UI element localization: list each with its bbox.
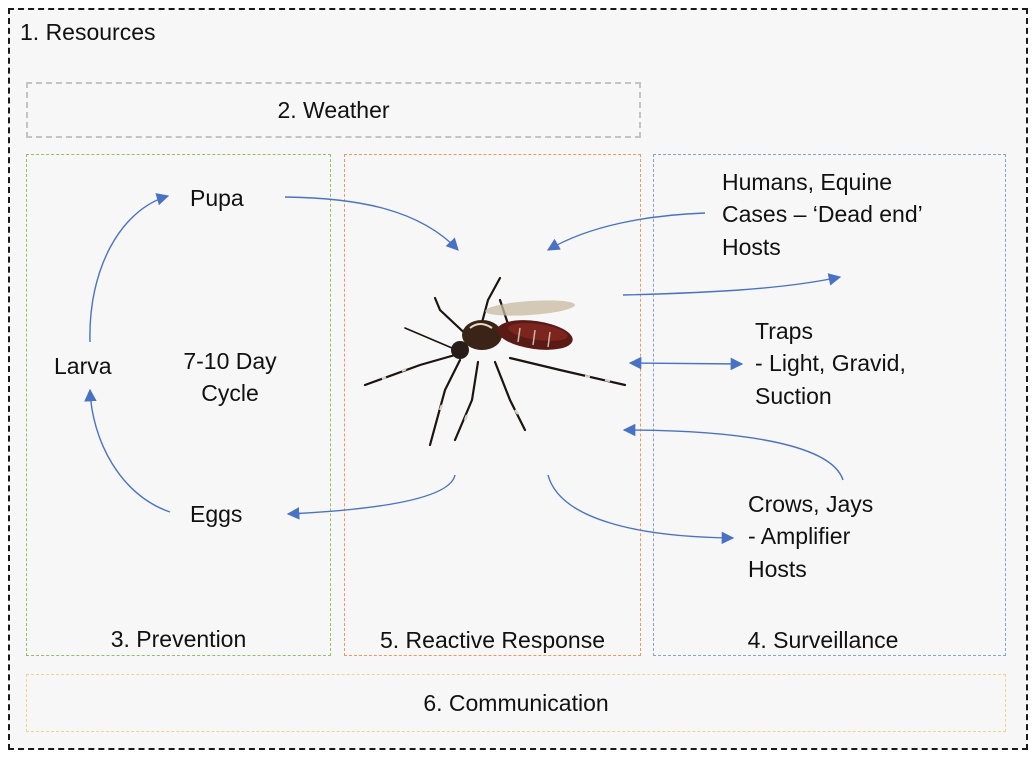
traps-line3: Suction [755, 383, 832, 409]
arrow-amplifier-to-mosquito [622, 423, 844, 481]
arrow-mosquito-to-amplifier [547, 474, 735, 545]
dead-end-hosts-line1: Humans, Equine [722, 169, 893, 195]
reactive-response-frame [344, 154, 641, 656]
surveillance-frame [653, 154, 1006, 656]
eggs-label: Eggs [190, 501, 243, 527]
amplifier-hosts-line1: Crows, Jays [748, 491, 874, 517]
amplifier-hosts-line3: Hosts [748, 556, 807, 582]
larva-label: Larva [54, 353, 112, 379]
cycle-label-line2: Cycle [201, 380, 259, 406]
communication-frame [26, 674, 1006, 732]
arrow-hosts-to-mosquito [546, 212, 706, 251]
communication-label: 6. Communication [423, 690, 609, 716]
traps-line1: Traps [755, 318, 813, 344]
arrow-larva-to-pupa [89, 193, 170, 343]
pupa-label: Pupa [190, 185, 244, 211]
arrow-traps-bidirectional [628, 356, 744, 371]
arrow-mosquito-to-eggs [286, 474, 456, 520]
surveillance-label: 4. Surveillance [747, 627, 899, 653]
arrow-pupa-to-mosquito [284, 196, 459, 251]
cycle-label-line1: 7-10 Day [183, 348, 277, 374]
weather-frame [26, 82, 641, 138]
dead-end-hosts-line3: Hosts [722, 234, 781, 260]
resources-label: 1. Resources [20, 19, 156, 45]
arrow-eggs-to-larva [84, 388, 171, 513]
reactive-response-label: 5. Reactive Response [379, 627, 605, 653]
amplifier-hosts-line2: - Amplifier [748, 523, 851, 549]
dead-end-hosts-line2: Cases – ‘Dead end’ [722, 201, 923, 227]
arrow-mosquito-to-hosts [622, 273, 842, 296]
weather-label: 2. Weather [277, 97, 390, 123]
resources-frame [8, 8, 1028, 750]
traps-line2: - Light, Gravid, [755, 350, 906, 376]
prevention-frame [26, 154, 331, 656]
prevention-label: 3. Prevention [110, 626, 247, 652]
mosquito-image [363, 276, 627, 447]
